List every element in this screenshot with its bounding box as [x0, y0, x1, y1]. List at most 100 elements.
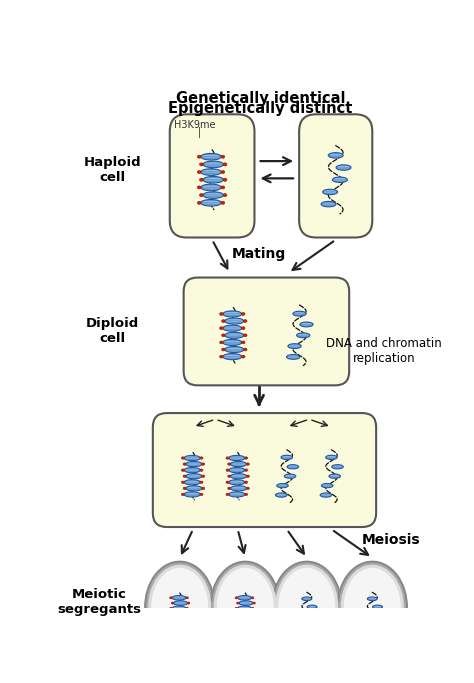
Ellipse shape: [272, 561, 341, 652]
Ellipse shape: [244, 320, 247, 322]
Ellipse shape: [323, 189, 337, 195]
Ellipse shape: [338, 166, 349, 168]
Ellipse shape: [365, 622, 372, 623]
Ellipse shape: [200, 469, 203, 471]
Ellipse shape: [253, 613, 255, 615]
Ellipse shape: [237, 623, 239, 625]
Ellipse shape: [201, 475, 205, 477]
Ellipse shape: [222, 334, 225, 337]
Ellipse shape: [323, 484, 331, 486]
Ellipse shape: [241, 623, 251, 624]
Ellipse shape: [170, 607, 173, 609]
Ellipse shape: [277, 494, 285, 495]
Ellipse shape: [203, 154, 219, 157]
Ellipse shape: [229, 456, 245, 460]
Ellipse shape: [227, 348, 241, 350]
Text: Mating: Mating: [232, 247, 286, 261]
Ellipse shape: [229, 468, 245, 473]
Ellipse shape: [217, 568, 273, 646]
Ellipse shape: [221, 201, 225, 204]
Text: Genetically identical: Genetically identical: [176, 92, 346, 106]
Ellipse shape: [231, 481, 243, 482]
Ellipse shape: [232, 487, 245, 488]
Ellipse shape: [239, 607, 250, 609]
Ellipse shape: [306, 614, 313, 615]
Ellipse shape: [244, 334, 247, 337]
Ellipse shape: [219, 355, 223, 358]
Ellipse shape: [237, 606, 252, 611]
Ellipse shape: [225, 326, 239, 329]
Ellipse shape: [225, 332, 244, 338]
Ellipse shape: [364, 622, 374, 625]
Ellipse shape: [344, 568, 401, 646]
Ellipse shape: [184, 468, 200, 473]
Ellipse shape: [219, 341, 223, 344]
Ellipse shape: [251, 597, 254, 599]
Ellipse shape: [203, 185, 219, 188]
Ellipse shape: [187, 613, 190, 615]
Ellipse shape: [301, 323, 311, 324]
Ellipse shape: [227, 333, 241, 335]
Ellipse shape: [186, 473, 202, 479]
Ellipse shape: [201, 199, 221, 206]
Ellipse shape: [201, 487, 205, 490]
Ellipse shape: [287, 464, 299, 469]
Ellipse shape: [232, 475, 245, 476]
Ellipse shape: [237, 613, 239, 615]
Ellipse shape: [281, 456, 292, 460]
Ellipse shape: [237, 602, 239, 604]
Ellipse shape: [232, 462, 245, 464]
Ellipse shape: [221, 186, 225, 189]
Ellipse shape: [239, 622, 253, 626]
Ellipse shape: [186, 486, 202, 491]
Ellipse shape: [225, 354, 239, 357]
Ellipse shape: [183, 463, 186, 465]
Ellipse shape: [182, 457, 184, 459]
Ellipse shape: [275, 565, 338, 650]
Ellipse shape: [297, 333, 310, 337]
Ellipse shape: [286, 475, 294, 476]
Text: Meiotic
segregants: Meiotic segregants: [57, 587, 141, 615]
Ellipse shape: [226, 457, 229, 459]
Ellipse shape: [275, 493, 287, 497]
Ellipse shape: [367, 597, 377, 600]
Ellipse shape: [223, 339, 242, 346]
Ellipse shape: [225, 318, 244, 324]
Ellipse shape: [197, 171, 201, 173]
Ellipse shape: [173, 611, 188, 616]
Ellipse shape: [186, 469, 198, 471]
Ellipse shape: [330, 475, 339, 476]
Ellipse shape: [321, 494, 330, 495]
Ellipse shape: [203, 192, 223, 198]
Ellipse shape: [206, 163, 221, 165]
Ellipse shape: [320, 493, 332, 497]
Ellipse shape: [201, 184, 221, 191]
Ellipse shape: [182, 481, 184, 484]
Ellipse shape: [341, 565, 404, 650]
Ellipse shape: [308, 606, 316, 607]
Ellipse shape: [206, 193, 221, 195]
Ellipse shape: [231, 492, 243, 494]
Ellipse shape: [298, 334, 308, 335]
Ellipse shape: [300, 322, 313, 327]
Ellipse shape: [219, 313, 223, 316]
Ellipse shape: [222, 348, 225, 351]
FancyBboxPatch shape: [153, 413, 376, 527]
Text: Haploid
cell: Haploid cell: [84, 156, 142, 184]
Ellipse shape: [373, 605, 383, 609]
Ellipse shape: [374, 606, 381, 607]
Ellipse shape: [223, 325, 242, 331]
Ellipse shape: [223, 163, 227, 166]
Ellipse shape: [251, 607, 254, 609]
Ellipse shape: [305, 613, 315, 617]
Ellipse shape: [333, 465, 342, 467]
Ellipse shape: [241, 326, 245, 330]
Ellipse shape: [174, 596, 184, 598]
Ellipse shape: [173, 601, 188, 605]
Ellipse shape: [288, 355, 298, 357]
Ellipse shape: [225, 312, 239, 314]
Ellipse shape: [330, 154, 341, 156]
Ellipse shape: [175, 612, 186, 614]
Ellipse shape: [188, 475, 200, 476]
Ellipse shape: [188, 462, 200, 464]
